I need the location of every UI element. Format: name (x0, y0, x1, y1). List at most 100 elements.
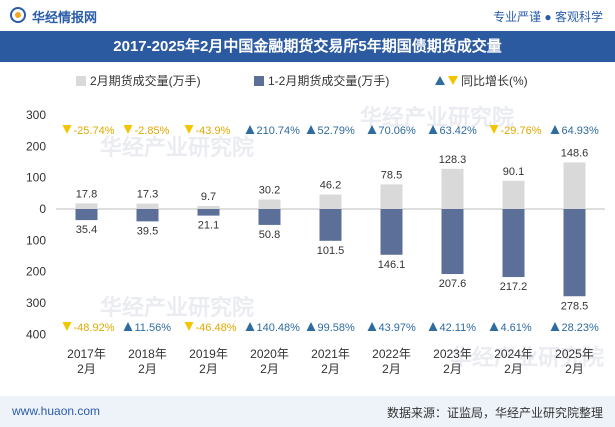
y-tick-label: 100 (26, 233, 46, 247)
legend-swatch-monthly (76, 76, 86, 86)
bar-cumulative (319, 209, 342, 241)
watermark: 华经产业研究院 (450, 345, 605, 370)
x-category-label: 2月 (77, 362, 96, 376)
data-label-monthly: 78.5 (381, 169, 402, 181)
watermark: 华经产业研究院 (360, 105, 515, 130)
brand-name: 华经情报网 (32, 10, 98, 25)
bar-cumulative (380, 209, 403, 255)
bar-monthly (197, 205, 220, 209)
growth-label: 99.58% (318, 322, 356, 334)
legend-down-triangle-icon (448, 76, 458, 85)
x-category-label: 2月 (382, 362, 401, 376)
growth-label: -29.76% (501, 125, 542, 137)
growth-up-triangle-icon (245, 322, 255, 331)
growth-up-triangle-icon (428, 125, 438, 134)
data-label-cumulative: 101.5 (317, 245, 345, 257)
bar-cumulative (502, 209, 525, 278)
legend-up-triangle-icon (435, 76, 445, 85)
bar-cumulative (197, 209, 220, 216)
data-label-monthly: 128.3 (439, 154, 467, 166)
growth-label: 70.06% (379, 125, 417, 137)
growth-down-triangle-icon (62, 322, 72, 331)
bar-cumulative (441, 209, 464, 275)
bar-cumulative (563, 209, 586, 297)
x-category-label: 2025年 (555, 347, 594, 361)
growth-up-triangle-icon (428, 322, 438, 331)
huajing-logo-icon (10, 7, 26, 23)
data-label-cumulative: 146.1 (378, 259, 406, 271)
data-label-cumulative: 50.8 (259, 229, 280, 241)
growth-label: 28.23% (562, 322, 600, 334)
legend-label-monthly: 2月期货成交量(万手) (90, 73, 201, 88)
y-tick-label: 200 (26, 139, 46, 153)
x-category-label: 2018年 (128, 347, 167, 361)
bar-monthly (258, 199, 281, 209)
top-bar: 华经情报网 专业严谨 ● 客观科学 (0, 0, 615, 30)
bar-cumulative (136, 209, 159, 222)
title-band: 2017-2025年2月中国金融期货交易所5年期国债期货成交量 (0, 31, 615, 62)
x-category-label: 2月 (443, 362, 462, 376)
data-label-cumulative: 39.5 (137, 225, 158, 237)
x-category-label: 2月 (504, 362, 523, 376)
growth-label: 140.48% (257, 322, 301, 334)
growth-up-triangle-icon (550, 125, 560, 134)
growth-label: -25.74% (74, 125, 115, 137)
bar-cumulative (75, 209, 98, 221)
y-tick-label: 100 (26, 171, 46, 185)
growth-label: 4.61% (501, 322, 532, 334)
data-label-monthly: 17.3 (137, 189, 158, 201)
bar-monthly (441, 168, 464, 209)
x-category-label: 2017年 (67, 347, 106, 361)
growth-label: 11.56% (135, 322, 172, 334)
watermark: 华经产业研究院 (100, 295, 255, 320)
growth-down-triangle-icon (123, 125, 133, 134)
bar-cumulative (258, 209, 281, 225)
x-category-label: 2023年 (433, 347, 472, 361)
growth-down-triangle-icon (489, 125, 499, 134)
x-category-label: 2019年 (189, 347, 228, 361)
growth-label: -2.85% (135, 125, 170, 137)
site-url: www.huaon.com (12, 404, 101, 418)
growth-up-triangle-icon (306, 322, 316, 331)
x-category-label: 2020年 (250, 347, 289, 361)
chart-area: 2月期货成交量(万手) 1-2月期货成交量(万手) 同比增长(%) 300 200 10… (26, 73, 605, 376)
x-category-label: 2月 (138, 362, 157, 376)
bar-monthly (380, 184, 403, 209)
legend-label-growth: 同比增长(%) (461, 74, 528, 88)
growth-up-triangle-icon (367, 322, 377, 331)
growth-down-triangle-icon (62, 125, 72, 134)
data-label-monthly: 148.6 (561, 147, 589, 159)
growth-label: 64.93% (562, 125, 600, 137)
legend-swatch-cumulative (254, 76, 264, 86)
x-axis: 2017年2月2018年2月2019年2月2020年2月2021年2月2022年… (67, 347, 594, 376)
data-label-monthly: 90.1 (503, 166, 524, 178)
y-tick-label: 300 (26, 296, 46, 310)
data-label-cumulative: 35.4 (76, 224, 97, 236)
growth-label: -46.48% (196, 322, 237, 334)
brand-slogan: 专业严谨 ● 客观科学 (493, 10, 603, 24)
growth-label: -43.9% (196, 125, 231, 137)
footer: www.huaon.com 数据来源：证监局，华经产业研究院整理 (0, 396, 615, 427)
growth-up-triangle-icon (245, 125, 255, 134)
legend-label-cumulative: 1-2月期货成交量(万手) (268, 73, 389, 88)
x-category-label: 2月 (199, 362, 218, 376)
growth-label: 42.11% (440, 322, 477, 334)
watermark: 华经产业研究院 (100, 135, 255, 160)
growth-label: 210.74% (257, 125, 301, 137)
bars: 17.8 35.4 -25.74% -48.92% 17.3 39.5 -2.85% 11.5… (62, 125, 600, 334)
y-tick-label: 200 (26, 265, 46, 279)
x-category-label: 2024年 (494, 347, 533, 361)
bar-monthly (502, 180, 525, 209)
data-label-monthly: 9.7 (201, 191, 216, 203)
growth-down-triangle-icon (184, 125, 194, 134)
data-label-monthly: 30.2 (259, 185, 280, 197)
data-label-monthly: 46.2 (320, 180, 341, 192)
data-label-cumulative: 217.2 (500, 281, 528, 293)
x-category-label: 2月 (260, 362, 279, 376)
data-label-monthly: 17.8 (76, 188, 97, 200)
y-tick-label: 300 (26, 108, 46, 122)
y-tick-label: 0 (39, 202, 46, 216)
x-category-label: 2021年 (311, 347, 350, 361)
bar-monthly (319, 194, 342, 209)
